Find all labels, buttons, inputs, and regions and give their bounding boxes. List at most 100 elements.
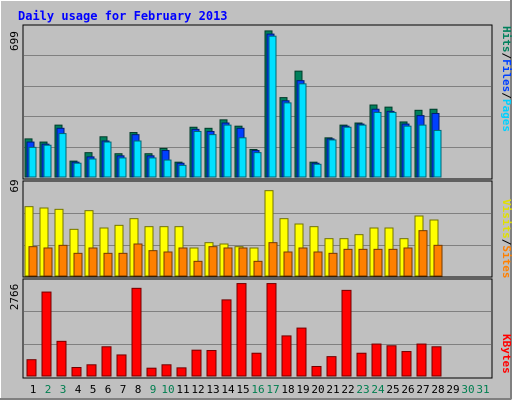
bar-kbytes-day-7 — [116, 354, 127, 377]
bar-pages-day-28 — [433, 129, 442, 178]
bar-kbytes-day-1 — [26, 359, 37, 377]
bar-pages-day-27 — [418, 124, 427, 178]
bar-pages-day-7 — [118, 157, 127, 178]
bar-pages-day-13 — [208, 134, 217, 178]
bar-sites-day-24 — [373, 248, 383, 277]
x-tick-25: 25 — [386, 383, 399, 396]
bar-kbytes-day-20 — [311, 365, 322, 377]
bar-pages-day-1 — [28, 146, 37, 178]
bar-sites-day-5 — [88, 247, 98, 277]
bar-kbytes-day-17 — [266, 283, 277, 377]
x-tick-3: 3 — [60, 383, 67, 396]
bar-pages-day-19 — [298, 83, 307, 178]
bar-pages-day-25 — [388, 111, 397, 178]
x-tick-11: 11 — [176, 383, 189, 396]
bar-sites-day-15 — [238, 247, 248, 277]
bar-sites-day-20 — [313, 251, 323, 277]
legend-top: Hits/Files/Pages — [500, 26, 512, 132]
bar-sites-day-10 — [163, 251, 173, 277]
bar-pages-day-20 — [313, 163, 322, 178]
x-tick-18: 18 — [281, 383, 294, 396]
bar-kbytes-day-26 — [401, 351, 412, 377]
legend-kbytes: KBytes — [500, 334, 512, 374]
bar-pages-day-3 — [58, 133, 67, 178]
x-tick-23: 23 — [356, 383, 369, 396]
bar-kbytes-day-15 — [236, 283, 247, 377]
x-tick-6: 6 — [105, 383, 112, 396]
bar-sites-day-28 — [433, 244, 443, 277]
bar-pages-day-23 — [358, 124, 367, 178]
x-tick-10: 10 — [161, 383, 174, 396]
x-tick-22: 22 — [341, 383, 354, 396]
bar-sites-day-7 — [118, 252, 128, 277]
bar-kbytes-day-28 — [431, 346, 442, 377]
bar-pages-day-18 — [283, 102, 292, 178]
bar-sites-day-26 — [403, 247, 413, 277]
bar-kbytes-day-14 — [221, 299, 232, 377]
bar-sites-day-12 — [193, 260, 203, 277]
bar-kbytes-day-19 — [296, 327, 307, 377]
bar-pages-day-10 — [163, 159, 172, 178]
bar-sites-day-13 — [208, 246, 218, 277]
bar-pages-day-21 — [328, 139, 337, 178]
bar-kbytes-day-23 — [356, 352, 367, 377]
legend-sites: Sites — [500, 245, 512, 278]
bar-kbytes-day-5 — [86, 364, 97, 377]
bar-kbytes-day-25 — [386, 345, 397, 377]
bars-top — [24, 30, 442, 178]
x-tick-13: 13 — [206, 383, 219, 396]
bar-pages-day-16 — [253, 152, 262, 178]
bar-kbytes-day-22 — [341, 289, 352, 377]
ytick-max-bottom: 2766 — [8, 284, 21, 311]
bar-sites-day-21 — [328, 252, 338, 277]
bar-kbytes-day-24 — [371, 343, 382, 377]
legend-middle: Visits/Sites — [500, 199, 512, 279]
bar-sites-day-16 — [253, 260, 263, 277]
x-tick-20: 20 — [311, 383, 324, 396]
bar-sites-day-1 — [28, 246, 38, 277]
x-tick-4: 4 — [75, 383, 82, 396]
x-tick-1: 1 — [30, 383, 37, 396]
bar-pages-day-2 — [43, 144, 52, 178]
bar-kbytes-day-12 — [191, 349, 202, 377]
bar-pages-day-4 — [73, 162, 82, 178]
bar-sites-day-4 — [73, 252, 83, 277]
bar-sites-day-18 — [283, 251, 293, 277]
bar-pages-day-9 — [148, 157, 157, 178]
bar-pages-day-15 — [238, 137, 247, 178]
legend-visits: Visits — [500, 199, 512, 239]
x-tick-16: 16 — [251, 383, 264, 396]
bar-kbytes-day-16 — [251, 352, 262, 377]
bar-kbytes-day-11 — [176, 367, 187, 377]
bar-sites-day-19 — [298, 247, 308, 277]
bar-pages-day-11 — [178, 164, 187, 178]
bar-kbytes-day-10 — [161, 364, 172, 377]
bar-sites-day-11 — [178, 247, 188, 277]
bar-sites-day-6 — [103, 252, 113, 277]
bar-pages-day-14 — [223, 124, 232, 178]
x-tick-17: 17 — [266, 383, 279, 396]
bar-pages-day-5 — [88, 158, 97, 178]
bar-sites-day-17 — [268, 242, 278, 277]
legend-files: Files — [500, 59, 512, 92]
bar-pages-day-8 — [133, 140, 142, 178]
legend-pages: Pages — [500, 99, 512, 132]
bar-kbytes-day-27 — [416, 343, 427, 377]
bar-kbytes-day-6 — [101, 346, 112, 377]
bar-sites-day-22 — [343, 248, 353, 277]
bar-sites-day-9 — [148, 250, 158, 277]
ytick-max-middle: 69 — [8, 179, 21, 192]
bars-bottom — [26, 283, 442, 377]
bar-kbytes-day-9 — [146, 367, 157, 377]
bar-kbytes-day-3 — [56, 340, 67, 377]
ytick-max-top: 699 — [8, 31, 21, 51]
bars-middle — [24, 190, 443, 277]
x-tick-9: 9 — [150, 383, 157, 396]
bar-kbytes-day-13 — [206, 350, 217, 377]
x-tick-2: 2 — [45, 383, 52, 396]
bar-sites-day-3 — [58, 244, 68, 277]
bar-kbytes-day-2 — [41, 291, 52, 377]
bar-pages-day-22 — [343, 126, 352, 178]
x-tick-24: 24 — [371, 383, 385, 396]
